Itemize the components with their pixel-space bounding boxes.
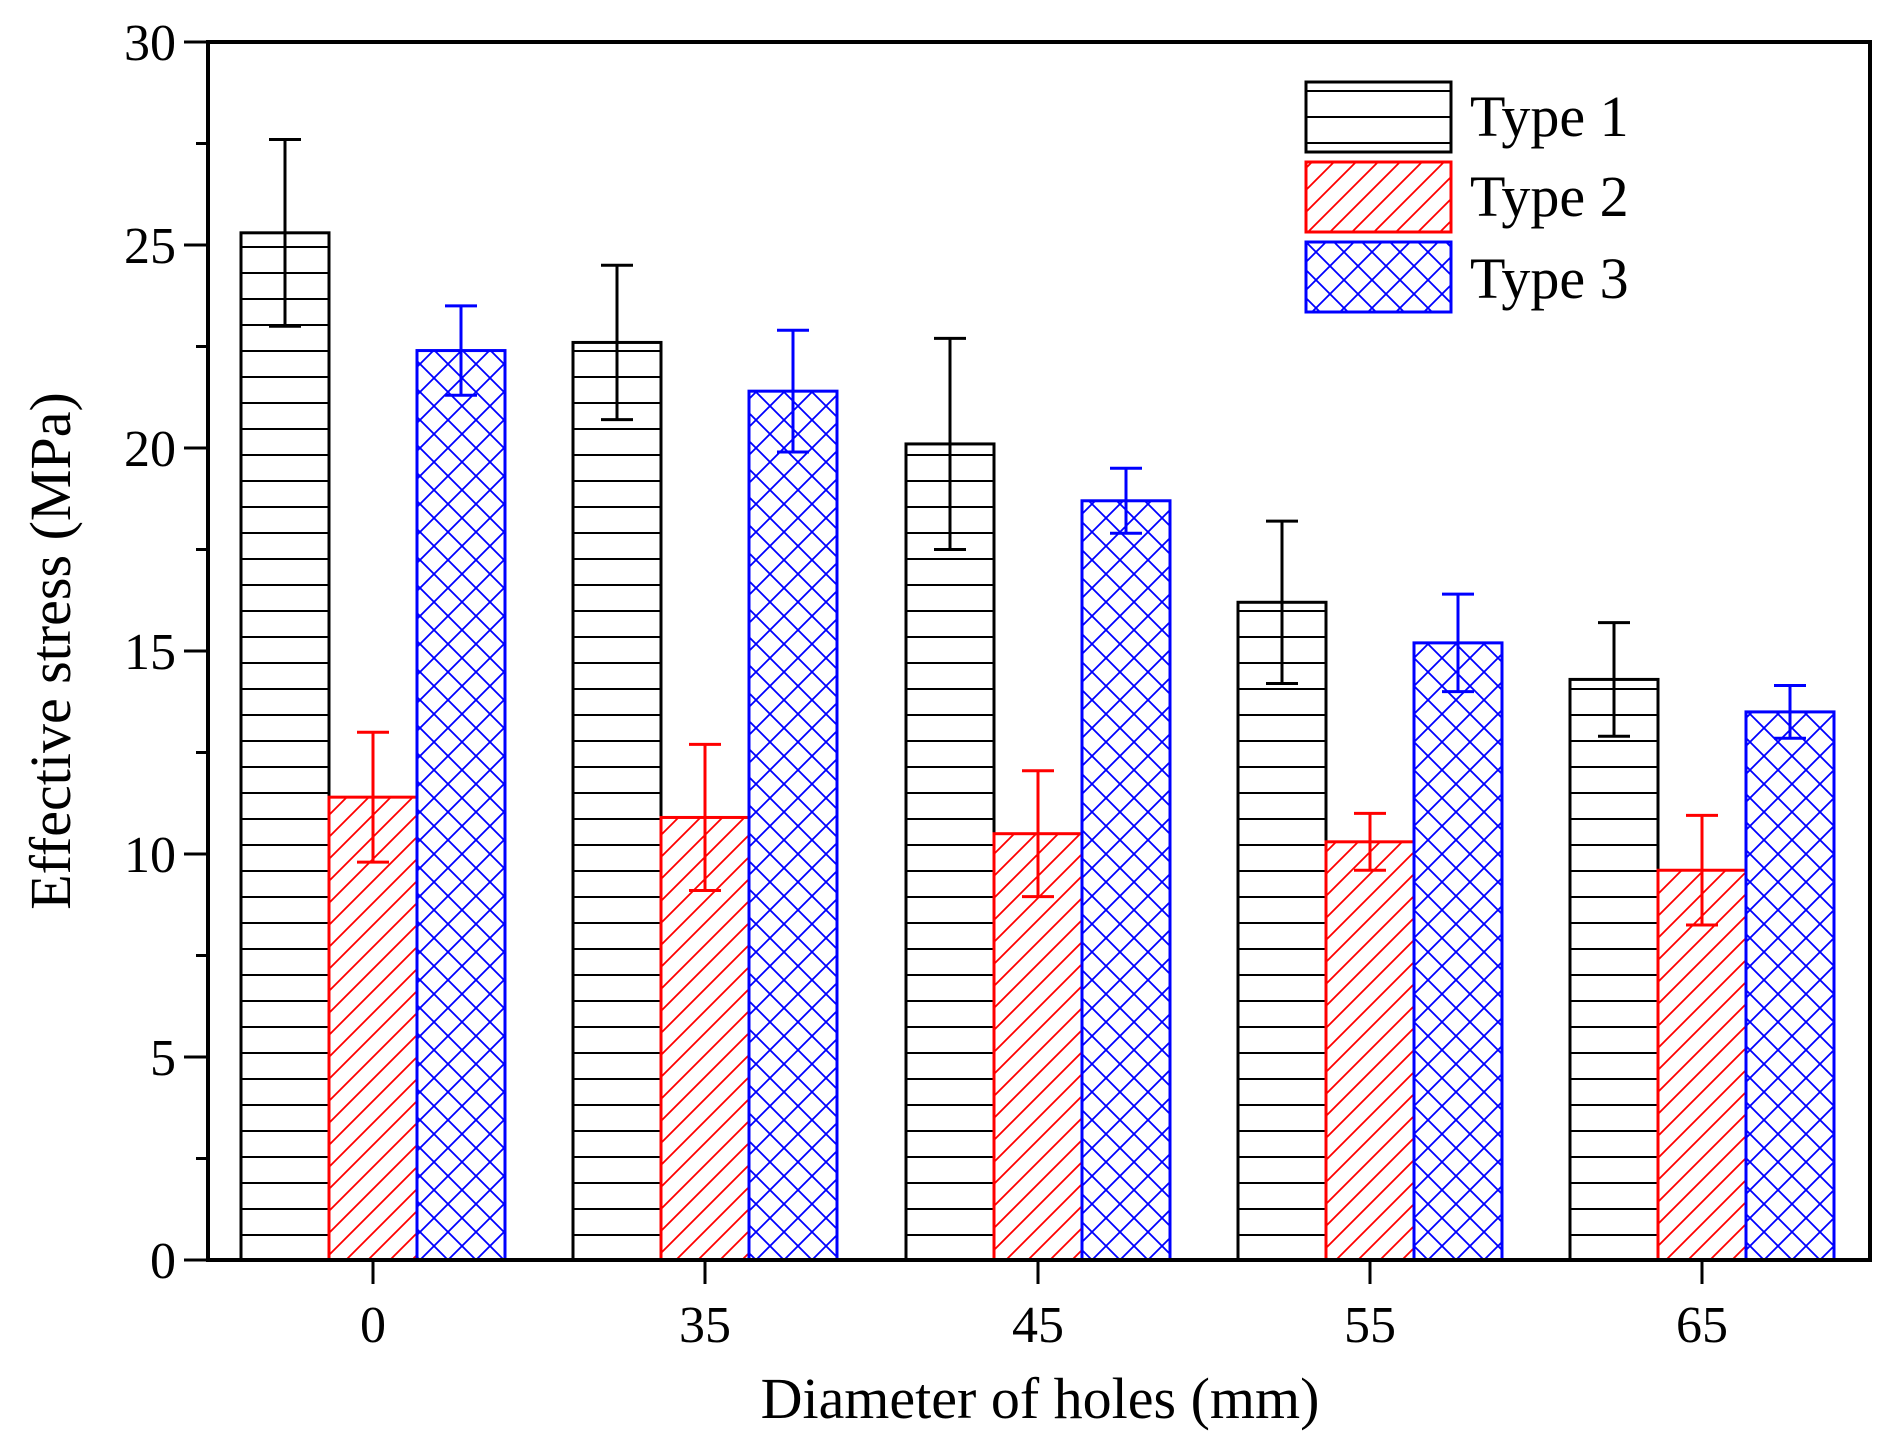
bar-type-1-55mm <box>1236 600 1328 1262</box>
bar-type-3-45mm <box>1080 499 1172 1262</box>
x-tick-label-0: 0 <box>360 1297 386 1354</box>
bar-type-3-35mm <box>747 389 839 1262</box>
y-tick-label-25: 25 <box>124 218 176 275</box>
bar-type-3-55mm <box>1412 641 1504 1262</box>
x-axis-title: Diameter of holes (mm) <box>761 1366 1320 1431</box>
bar-type-3-65mm <box>1744 710 1836 1262</box>
x-tick-label-45: 45 <box>1012 1297 1064 1354</box>
legend: Type 1 Type 2 Type 3 <box>1304 80 1629 314</box>
bar-type-1-0mm <box>239 231 331 1262</box>
legend-label-type-2: Type 2 <box>1470 164 1629 229</box>
y-tick-label-30: 30 <box>124 15 176 72</box>
bar-type-1-65mm <box>1568 677 1660 1262</box>
bar-type-1-35mm <box>571 340 663 1262</box>
y-axis-title: Effective stress (MPa) <box>18 392 83 910</box>
bars-layer <box>239 231 1836 1262</box>
y-tick-label-15: 15 <box>124 624 176 681</box>
bar-type-2-0mm <box>327 795 419 1262</box>
bar-type-1-45mm <box>904 442 996 1262</box>
bar-type-2-55mm <box>1324 840 1416 1262</box>
y-tick-label-5: 5 <box>150 1030 176 1087</box>
y-tick-label-20: 20 <box>124 421 176 478</box>
error-bars-layer <box>269 137 1806 927</box>
legend-swatch-type-3 <box>1304 240 1453 314</box>
bar-type-2-45mm <box>992 832 1084 1262</box>
bar-type-2-65mm <box>1656 868 1748 1262</box>
x-tick-label-65: 65 <box>1676 1297 1728 1354</box>
x-tick-label-55: 55 <box>1344 1297 1396 1354</box>
legend-swatch-type-1 <box>1304 80 1453 154</box>
y-tick-label-0: 0 <box>150 1233 176 1290</box>
y-tick-label-10: 10 <box>124 827 176 884</box>
x-tick-label-35: 35 <box>679 1297 731 1354</box>
bar-type-3-0mm <box>415 349 507 1262</box>
x-axis: 0 35 45 55 65 <box>360 1260 1728 1354</box>
legend-label-type-1: Type 1 <box>1470 84 1629 149</box>
legend-label-type-3: Type 3 <box>1470 246 1629 311</box>
y-axis: 0 5 10 15 20 25 30 <box>124 15 208 1290</box>
legend-swatch-type-2 <box>1304 160 1453 234</box>
